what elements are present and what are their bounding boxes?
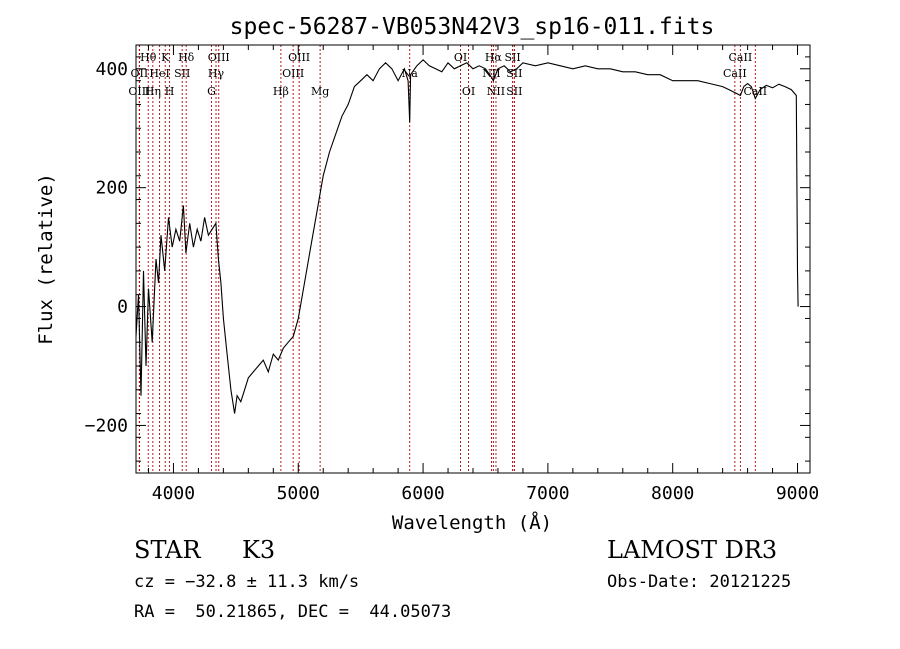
line-label: OIII (288, 51, 310, 64)
x-tick-label: 8000 (651, 483, 694, 504)
x-axis-ticks: 4000 5000 6000 7000 8000 9000 (147, 45, 819, 504)
line-label: NII (487, 85, 505, 98)
object-class: STAR (134, 536, 201, 564)
y-axis-label: Flux (relative) (35, 173, 57, 345)
line-label: Hβ (273, 85, 289, 98)
line-label: SII (506, 85, 522, 98)
line-label: OI (454, 51, 467, 64)
spectral-line-labels: Hθ OII OIII K HeI Hη Hδ SII H OIII Hγ G OIII OIII Hβ Mg… (128, 51, 767, 98)
line-label: SII (504, 51, 520, 64)
line-label: Hθ (140, 51, 157, 64)
line-label: Hη (145, 85, 161, 98)
line-label: Hδ (178, 51, 195, 64)
survey-name: LAMOST DR3 (607, 536, 778, 564)
x-tick-label: 9000 (776, 483, 819, 504)
x-tick-label: 4000 (152, 483, 195, 504)
line-label: H (165, 85, 175, 98)
line-label: OIII (128, 85, 150, 98)
line-label: OIII (208, 51, 230, 64)
line-label: SII (506, 67, 522, 80)
line-label: HeI (149, 67, 169, 80)
line-label: G (207, 85, 216, 98)
line-label: SII (174, 67, 190, 80)
y-tick-label: 400 (95, 59, 128, 80)
line-label: K (161, 51, 170, 64)
line-label: CaII (723, 67, 747, 80)
redshift-text: cz = −32.8 ± 11.3 km/s (134, 572, 360, 592)
y-tick-label: 200 (95, 178, 128, 199)
coordinates-text: RA = 50.21865, DEC = 44.05073 (134, 602, 452, 622)
plot-frame (135, 44, 811, 474)
x-tick-label: 6000 (401, 483, 444, 504)
line-label: OI (462, 85, 475, 98)
flux-series-line (136, 59, 799, 414)
x-tick-label: 7000 (526, 483, 569, 504)
line-label: CaII (729, 51, 753, 64)
line-label: OII (131, 67, 149, 80)
line-label: Hγ (208, 67, 225, 80)
line-label: OIII (282, 67, 304, 80)
object-subclass: K3 (242, 536, 276, 564)
line-label: Mg (311, 85, 329, 98)
y-axis-ticks: −200 0 200 400 (85, 56, 810, 462)
obs-date-text: Obs-Date: 20121225 (607, 572, 792, 592)
x-tick-label: 5000 (277, 483, 320, 504)
line-label: Hα (485, 51, 503, 64)
x-axis-label: Wavelength (Å) (392, 511, 552, 534)
y-tick-label: 0 (117, 297, 128, 318)
y-tick-label: −200 (85, 415, 128, 436)
spectral-line-markers (138, 45, 756, 473)
chart-title: spec-56287-VB053N42V3_sp16-011.fits (230, 14, 715, 40)
